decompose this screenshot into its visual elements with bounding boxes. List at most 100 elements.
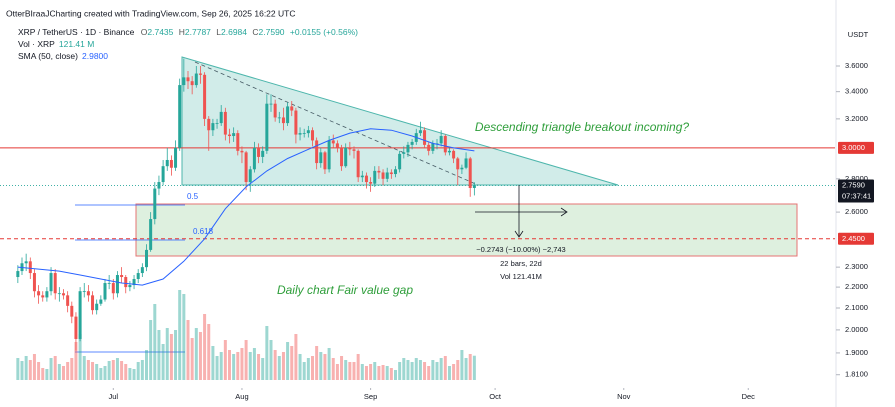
- volume-bar: [111, 360, 115, 380]
- triangle: [181, 56, 619, 186]
- volume-bar: [406, 360, 410, 380]
- candle-body: [144, 249, 148, 268]
- volume-bar: [186, 320, 190, 380]
- volume-bar: [352, 362, 356, 380]
- candle-body: [423, 130, 427, 145]
- candle-body: [70, 305, 74, 317]
- candle-body: [248, 169, 252, 183]
- candle-body: [468, 158, 472, 188]
- candle-body: [431, 143, 435, 151]
- volume-bar: [311, 356, 315, 380]
- candle-body: [360, 175, 364, 178]
- trend-line: [194, 61, 479, 186]
- candle-body: [91, 295, 95, 311]
- last-price-label: 2.7590: [842, 180, 865, 189]
- candle-body: [344, 147, 348, 167]
- candle-body: [78, 291, 82, 339]
- volume-bar: [57, 364, 61, 380]
- price-tag: [838, 141, 874, 154]
- candle-body: [306, 130, 310, 134]
- candle-body: [203, 74, 207, 119]
- volume-bar: [32, 354, 36, 380]
- volume-bar: [377, 366, 381, 380]
- candle-body: [439, 136, 443, 144]
- candle-body: [115, 275, 119, 294]
- volume-bar: [447, 366, 451, 380]
- volume-bar: [169, 334, 173, 380]
- volume-bar: [124, 364, 128, 380]
- volume-bar: [290, 346, 294, 380]
- volume-bar: [182, 294, 186, 380]
- volume-bar: [45, 369, 49, 380]
- volume-bar: [16, 358, 20, 380]
- volume-bar: [153, 304, 157, 380]
- candle-body: [418, 130, 422, 134]
- volume-bar: [203, 314, 207, 380]
- candle-body: [340, 147, 344, 167]
- volume-bar: [364, 366, 368, 380]
- candle-body: [45, 291, 49, 298]
- watermark: OtterBIraaJCharting created with Trading…: [6, 8, 295, 18]
- y-tick-label: 2.3000: [845, 262, 868, 271]
- volume-bar: [37, 362, 41, 380]
- volume-bar: [240, 348, 244, 380]
- annotation: Descending triangle breakout incoming?: [475, 120, 689, 134]
- volume-bar: [302, 362, 306, 380]
- volume-bar: [435, 362, 439, 380]
- candle-body: [472, 185, 476, 188]
- volume-bar: [244, 340, 248, 380]
- volume-bar: [340, 356, 344, 380]
- x-tick-label: Aug: [235, 392, 248, 401]
- measure-text: −0.2743 (−10.00%) −2,743: [476, 245, 565, 254]
- volume-bar: [161, 344, 165, 380]
- candle-body: [103, 283, 107, 300]
- volume-bar: [472, 355, 476, 380]
- ohlc-value: 2.7787: [185, 27, 211, 37]
- volume-value: 121.41 M: [59, 39, 94, 49]
- candle-body: [86, 291, 90, 296]
- measure-arrow: [514, 230, 524, 238]
- volume-bar: [410, 362, 414, 380]
- volume-bar: [257, 354, 261, 380]
- volume-bar: [236, 352, 240, 380]
- candle-body: [327, 140, 331, 170]
- volume-bar: [165, 328, 169, 380]
- y-tick-label: 3.2000: [845, 114, 868, 123]
- candle-body: [456, 158, 460, 170]
- candle-body: [252, 147, 256, 170]
- candle-body: [207, 118, 211, 131]
- candle-body: [53, 273, 57, 294]
- volume-bar: [439, 358, 443, 380]
- x-tick-label: Dec: [742, 392, 756, 401]
- volume-bar: [61, 366, 65, 380]
- candle-body: [132, 279, 136, 286]
- candle-body: [323, 152, 327, 170]
- candle-body: [389, 172, 393, 175]
- volume-bar: [281, 352, 285, 380]
- volume-bar: [315, 346, 319, 380]
- volume-bar: [323, 354, 327, 380]
- volume-bar: [344, 360, 348, 380]
- candle-body: [66, 295, 70, 306]
- volume-bar: [468, 354, 472, 380]
- volume-bar: [373, 362, 377, 380]
- candle-body: [198, 73, 202, 75]
- y-tick-label: 2.6000: [845, 207, 868, 216]
- candle-body: [99, 299, 103, 304]
- candle-body: [257, 147, 261, 157]
- y-tick-label: 3.6000: [845, 61, 868, 70]
- volume-bar: [327, 348, 331, 380]
- volume-bar: [389, 368, 393, 380]
- candle-body: [319, 152, 323, 164]
- currency: USDT: [848, 30, 869, 39]
- price-tag-label: 2.4500: [842, 234, 865, 243]
- candle-body: [153, 188, 157, 220]
- volume-bar: [265, 326, 269, 380]
- price-axis: USDT 3.6000 3.4000 3.2000 2.8000 2.6000 2.300…: [835, 0, 895, 407]
- volume-bar: [66, 362, 70, 380]
- candle-body: [286, 106, 290, 124]
- x-tick-label: Oct: [489, 392, 502, 401]
- legend-symbol: XRP / TetherUS · 1D · Binance O2.7435 H2…: [18, 27, 358, 37]
- volume-bar: [178, 290, 182, 380]
